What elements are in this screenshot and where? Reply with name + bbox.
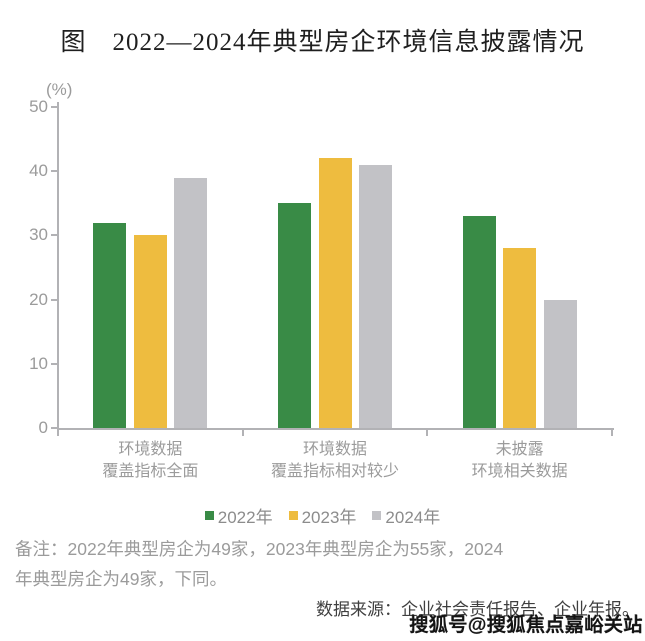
legend-swatch-icon: [372, 511, 382, 520]
y-axis-tick: [51, 427, 57, 429]
bar-2023年-group3: [503, 248, 537, 428]
y-axis-line: [57, 102, 59, 430]
x-axis-category-label-line: 未披露: [495, 441, 544, 458]
watermark: 搜狐号@搜狐焦点嘉峪关站: [409, 615, 643, 636]
bar-2022年-group3: [462, 216, 496, 428]
y-axis-tick-label: 30: [29, 225, 48, 245]
chart-title: 图 2022—2024年典型房企环境信息披露情况: [60, 29, 585, 56]
bar-2023年-group1: [133, 235, 167, 428]
y-axis-tick: [51, 362, 57, 365]
y-axis-unit-label: (%): [46, 80, 73, 99]
legend-label: 2023年: [301, 508, 357, 527]
legend-label: 2024年: [385, 508, 441, 527]
legend-swatch-icon: [204, 511, 214, 520]
y-axis-tick: [51, 106, 57, 108]
y-axis-tick: [51, 170, 57, 173]
x-axis-category-label-line: 环境数据: [302, 441, 367, 458]
x-axis-tick: [241, 430, 244, 436]
y-axis-tick-label: 10: [29, 353, 48, 373]
x-axis-category-label: 环境数据覆盖指标全面: [50, 439, 250, 483]
bar-2022年-group1: [93, 222, 127, 428]
x-axis-category-label-line: 覆盖指标全面: [102, 463, 199, 480]
x-axis-category-label-line: 环境相关数据: [471, 463, 568, 480]
x-axis-line: [57, 428, 614, 430]
legend-item-2023年: 2023年: [288, 503, 357, 528]
x-axis-category-label: 环境数据覆盖指标相对较少: [235, 439, 435, 483]
x-axis-tick: [57, 430, 59, 436]
y-axis-tick-label: 20: [29, 289, 48, 309]
x-axis-category-label-line: 环境数据: [118, 441, 183, 458]
y-axis-tick-label: 40: [29, 161, 48, 181]
data-source-caption: 数据来源：企业社会责任报告、企业年报。: [316, 600, 639, 619]
y-axis-tick-label: 0: [38, 418, 48, 437]
chart-notes: 备注：2022年典型房企为49家，2023年典型房企为55家，2024 年典型房…: [15, 534, 635, 594]
bar-2023年-group2: [318, 158, 352, 428]
y-axis-tick: [51, 298, 57, 301]
bar-2024年-group3: [543, 299, 577, 428]
note-line-2: 年典型房企为49家，下同。: [15, 569, 227, 589]
legend-item-2022年: 2022年: [204, 503, 273, 528]
note-line-1: 备注：2022年典型房企为49家，2023年典型房企为55家，2024: [15, 539, 504, 559]
x-axis-category-label-line: 覆盖指标相对较少: [270, 463, 399, 480]
legend-label: 2022年: [217, 508, 273, 527]
x-axis-category-label: 未披露 环境相关数据: [420, 439, 620, 483]
legend-item-2024年: 2024年: [372, 503, 440, 528]
bar-2022年-group2: [278, 203, 311, 428]
y-axis-tick-label: 50: [29, 97, 48, 116]
x-axis-tick: [611, 430, 613, 436]
y-axis-tick: [51, 234, 57, 237]
bar-2024年-group2: [359, 164, 392, 428]
bar-2024年-group1: [174, 177, 208, 428]
legend: 2022年 2023年 2024年: [0, 503, 645, 528]
x-axis-tick: [426, 430, 429, 436]
legend-swatch-icon: [288, 511, 298, 520]
